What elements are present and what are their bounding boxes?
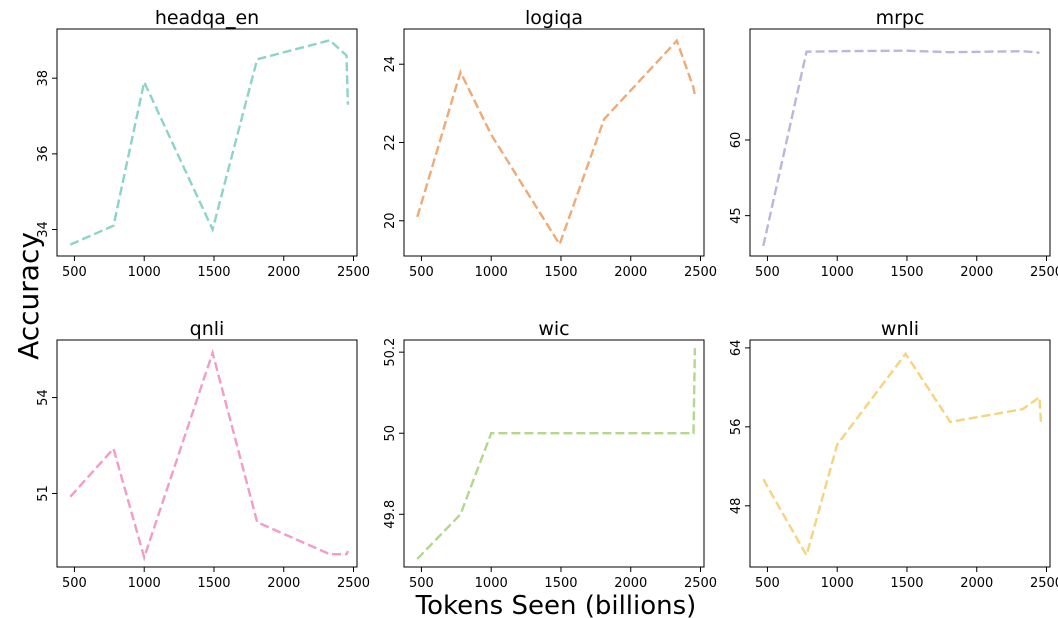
chart-panel-5: wnli 500 1000 1500 2000 2500 48 56 64: [729, 318, 1058, 591]
figure-y-axis-label: Accuracy: [12, 232, 45, 360]
x-tick-label: 2000: [614, 576, 647, 591]
x-tick-label: 1500: [544, 265, 577, 280]
plot-frame: [749, 28, 1051, 257]
y-tick-label: 22: [383, 134, 398, 151]
y-tick-label: 20: [383, 213, 398, 230]
chart-panel-0: headqa_en 500 1000 1500 2000 2500 34 36 38: [36, 7, 370, 280]
y-tick-label: 56: [729, 419, 744, 436]
x-tick-label: 2500: [684, 576, 717, 591]
x-tick-label: 1500: [197, 576, 230, 591]
panel-title: mrpc: [876, 7, 925, 29]
series-line: [762, 351, 1043, 559]
x-tick-label: 2500: [1030, 576, 1058, 591]
y-tick-label: 51: [36, 485, 51, 502]
x-tick-label: 2500: [1030, 265, 1058, 280]
x-tick-label: 2500: [337, 265, 370, 280]
x-tick-label: 500: [62, 576, 87, 591]
x-tick-label: 1500: [544, 576, 577, 591]
x-tick-label: 500: [409, 576, 434, 591]
x-tick-label: 1500: [890, 576, 923, 591]
series-line: [762, 49, 1040, 247]
y-tick-label: 48: [729, 498, 744, 515]
series-line: [69, 348, 349, 562]
panel-title: qnli: [190, 318, 225, 340]
x-tick-label: 500: [755, 576, 780, 591]
y-tick-label: 24: [383, 56, 398, 73]
x-tick-label: 2000: [267, 576, 300, 591]
plot-frame: [56, 339, 358, 568]
x-tick-label: 1000: [128, 265, 161, 280]
x-tick-label: 500: [755, 265, 780, 280]
chart-panel-2: mrpc 500 1000 1500 2000 2500 45 60: [729, 7, 1058, 280]
panel-title: headqa_en: [155, 7, 259, 29]
x-tick-label: 1500: [197, 265, 230, 280]
plot-frame: [56, 28, 358, 257]
y-tick-label: 49.8: [383, 500, 398, 529]
y-tick-label: 54: [36, 389, 51, 406]
x-tick-label: 2000: [960, 265, 993, 280]
y-tick-label: 64: [729, 340, 744, 357]
x-tick-label: 2000: [960, 576, 993, 591]
y-tick-label: 50: [383, 425, 398, 442]
x-tick-label: 1000: [128, 576, 161, 591]
chart-panels: headqa_en 500 1000 1500 2000 2500 34 36 38 logiqa…: [36, 7, 1058, 591]
series-line: [416, 348, 697, 560]
y-tick-label: 45: [729, 207, 744, 224]
x-tick-label: 2000: [267, 265, 300, 280]
x-tick-label: 2500: [337, 576, 370, 591]
plot-frame: [403, 28, 705, 257]
x-tick-label: 2000: [614, 265, 647, 280]
y-tick-label: 38: [36, 70, 51, 87]
y-tick-label: 60: [729, 132, 744, 149]
series-line: [416, 38, 697, 248]
chart-panel-3: qnli 500 1000 1500 2000 2500 51 54: [36, 318, 370, 591]
x-tick-label: 1000: [475, 576, 508, 591]
plot-frame: [403, 339, 705, 568]
x-tick-label: 1000: [821, 576, 854, 591]
x-tick-label: 1000: [475, 265, 508, 280]
chart-panel-1: logiqa 500 1000 1500 2000 2500 20 22 24: [383, 7, 717, 280]
x-tick-label: 500: [409, 265, 434, 280]
y-tick-label: 34: [36, 221, 51, 238]
panel-title: wnli: [881, 318, 919, 340]
x-tick-label: 2500: [684, 265, 717, 280]
panel-title: logiqa: [525, 7, 583, 29]
x-tick-label: 1500: [890, 265, 923, 280]
panel-title: wic: [538, 318, 569, 340]
figure-x-axis-label: Tokens Seen (billions): [415, 591, 697, 618]
x-tick-label: 1000: [821, 265, 854, 280]
series-line: [69, 38, 350, 246]
y-tick-label: 36: [36, 146, 51, 163]
plot-frame: [749, 339, 1051, 568]
chart-panel-4: wic 500 1000 1500 2000 2500 49.8 50 50.2: [383, 318, 717, 591]
y-tick-label: 50.2: [383, 338, 398, 367]
x-tick-label: 500: [62, 265, 87, 280]
